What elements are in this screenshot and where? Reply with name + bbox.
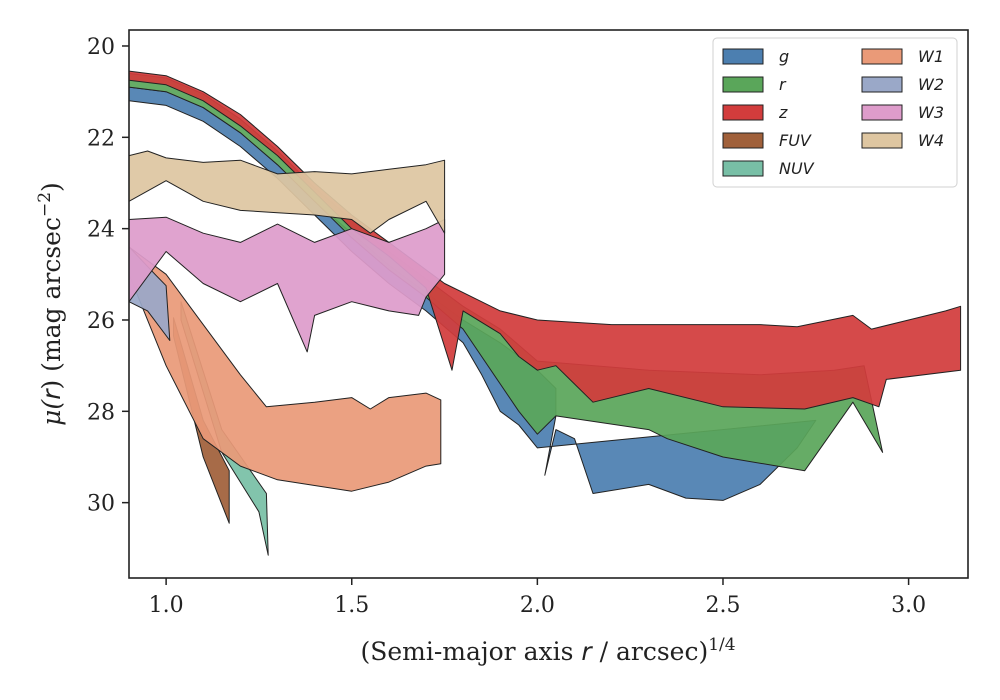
legend-swatch-w3 bbox=[861, 104, 903, 121]
legend-box bbox=[712, 37, 958, 188]
legend-label-g: g bbox=[779, 47, 789, 66]
plot-frame bbox=[128, 29, 969, 579]
y-tick-label: 24 bbox=[87, 218, 115, 243]
legend-label-w1: W1 bbox=[918, 47, 944, 66]
x-tick-label: 2.0 bbox=[520, 593, 555, 618]
legend-swatch-w4 bbox=[861, 132, 903, 149]
area-w3 bbox=[129, 216, 446, 353]
y-tick-label: 30 bbox=[87, 492, 115, 517]
y-tick-label: 20 bbox=[87, 35, 115, 60]
legend-swatch-g bbox=[722, 48, 764, 65]
legend-swatch-fuv bbox=[722, 132, 764, 149]
axis-ticks: 1.0 1.5 2.0 2.5 3.0 20 22 24 26 28 30 bbox=[87, 35, 926, 618]
legend-swatch-w2 bbox=[861, 76, 903, 93]
legend-swatch-z bbox=[722, 104, 764, 121]
legend-swatch-w1 bbox=[861, 48, 903, 65]
y-tick-label: 22 bbox=[87, 126, 115, 151]
legend-label-w4: W4 bbox=[918, 131, 944, 150]
legend-label-nuv: NUV bbox=[779, 159, 815, 178]
legend: grz FUV NUV W1 W2 W3 W4 bbox=[712, 37, 958, 188]
legend-label-fuv: FUV bbox=[779, 131, 812, 150]
x-tick-label: 3.0 bbox=[891, 593, 926, 618]
legend-label-z: z bbox=[778, 103, 788, 122]
y-axis-label: μ(r) (mag arcsec−2) bbox=[35, 182, 66, 426]
x-axis-label: (Semi-major axis r / arcsec)1/4 bbox=[360, 635, 735, 666]
x-tick-label: 1.0 bbox=[149, 593, 184, 618]
legend-swatch-nuv bbox=[722, 160, 764, 177]
legend-label-w2: W2 bbox=[918, 75, 944, 94]
area-w4 bbox=[129, 150, 446, 234]
x-tick-label: 1.5 bbox=[334, 593, 369, 618]
legend-label-r: r bbox=[779, 75, 787, 94]
area-w1 bbox=[129, 246, 442, 492]
y-tick-label: 28 bbox=[87, 400, 115, 425]
legend-swatch-r bbox=[722, 76, 764, 93]
y-tick-label: 26 bbox=[87, 309, 115, 334]
plot-area-series bbox=[129, 70, 962, 556]
x-tick-label: 2.5 bbox=[705, 593, 740, 618]
legend-label-w3: W3 bbox=[918, 103, 944, 122]
